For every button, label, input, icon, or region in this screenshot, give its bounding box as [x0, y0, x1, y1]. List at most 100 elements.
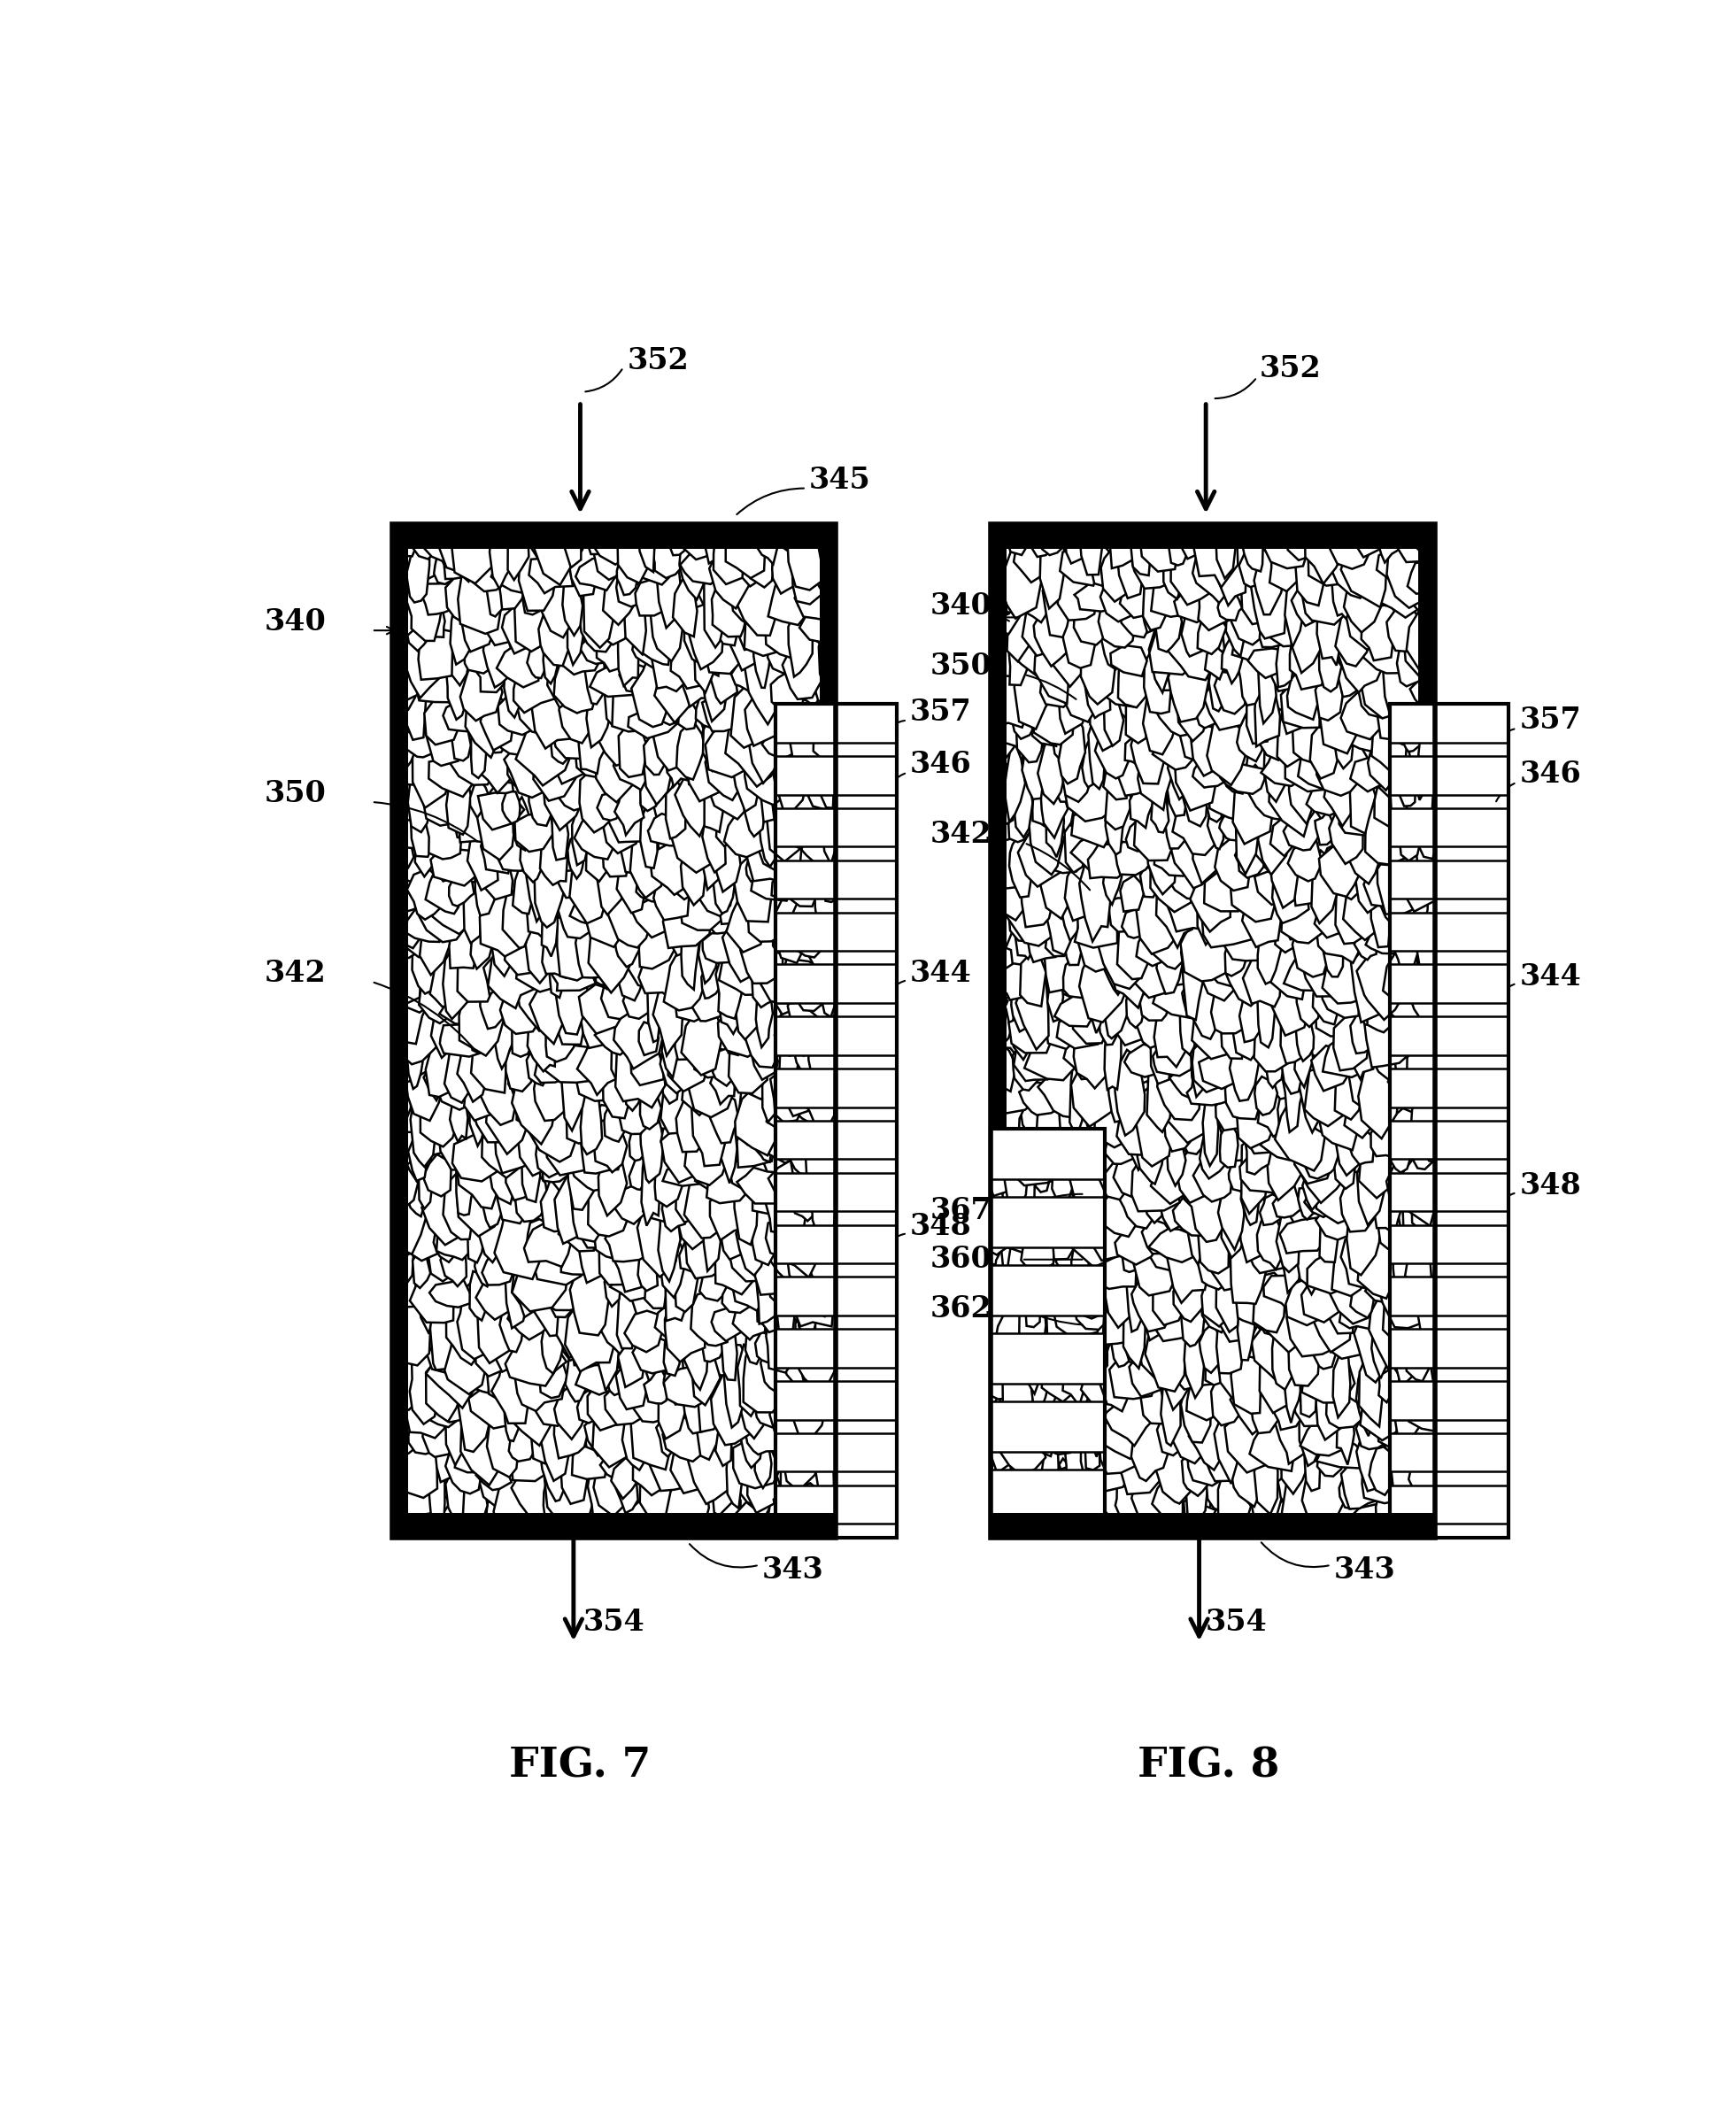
Polygon shape [1198, 1233, 1234, 1290]
Polygon shape [1389, 1067, 1432, 1108]
Polygon shape [1408, 1454, 1434, 1496]
Polygon shape [1276, 915, 1293, 953]
Polygon shape [785, 1447, 816, 1492]
Polygon shape [434, 1227, 458, 1263]
Polygon shape [771, 1067, 807, 1123]
Bar [1391, 755, 1509, 794]
Text: 342: 342 [930, 819, 991, 849]
Bar [776, 859, 896, 900]
Polygon shape [1234, 1252, 1266, 1324]
Polygon shape [1134, 800, 1180, 862]
Polygon shape [1055, 1243, 1088, 1282]
Polygon shape [531, 679, 575, 749]
Polygon shape [500, 1294, 524, 1352]
Polygon shape [675, 1095, 712, 1152]
Polygon shape [1040, 524, 1066, 609]
Polygon shape [809, 1375, 835, 1415]
Polygon shape [1207, 1466, 1229, 1511]
Polygon shape [1175, 1146, 1213, 1203]
Polygon shape [595, 1021, 642, 1055]
Polygon shape [1250, 1441, 1285, 1521]
Polygon shape [573, 1324, 613, 1364]
Polygon shape [736, 601, 773, 649]
Polygon shape [464, 637, 496, 673]
Polygon shape [587, 1369, 630, 1430]
Polygon shape [474, 1199, 503, 1263]
Polygon shape [1055, 1413, 1095, 1449]
Polygon shape [503, 891, 533, 949]
Polygon shape [1137, 927, 1168, 966]
Polygon shape [1281, 1424, 1311, 1494]
Polygon shape [1184, 1167, 1231, 1241]
Polygon shape [1154, 993, 1187, 1067]
Polygon shape [531, 1381, 575, 1426]
Polygon shape [599, 1152, 627, 1216]
Polygon shape [1300, 946, 1347, 997]
Polygon shape [1351, 524, 1391, 558]
Polygon shape [713, 524, 745, 584]
Polygon shape [1253, 1004, 1290, 1072]
Polygon shape [682, 1063, 713, 1116]
Polygon shape [1316, 662, 1342, 719]
Polygon shape [425, 1388, 462, 1428]
Polygon shape [625, 590, 654, 656]
Polygon shape [446, 1290, 486, 1364]
Polygon shape [1397, 840, 1429, 893]
Polygon shape [701, 645, 729, 721]
Polygon shape [731, 558, 762, 626]
Polygon shape [1316, 908, 1370, 963]
Polygon shape [1024, 1040, 1082, 1080]
Polygon shape [1085, 1377, 1106, 1458]
Polygon shape [1180, 1286, 1205, 1347]
Polygon shape [1174, 1350, 1224, 1390]
Polygon shape [1312, 1288, 1352, 1352]
Polygon shape [557, 870, 604, 898]
Polygon shape [406, 1176, 427, 1216]
Polygon shape [543, 1044, 594, 1082]
Polygon shape [1335, 637, 1366, 675]
Polygon shape [429, 751, 477, 796]
Polygon shape [668, 524, 686, 556]
Polygon shape [1333, 1350, 1351, 1417]
Polygon shape [589, 915, 637, 993]
Polygon shape [1104, 1023, 1121, 1091]
Polygon shape [677, 1201, 717, 1250]
Polygon shape [667, 902, 689, 944]
Polygon shape [1323, 912, 1344, 976]
Polygon shape [1222, 1207, 1246, 1258]
Polygon shape [392, 838, 413, 874]
Polygon shape [991, 624, 1026, 677]
Polygon shape [486, 1494, 514, 1536]
Polygon shape [1121, 1243, 1144, 1271]
Polygon shape [1154, 694, 1207, 736]
Polygon shape [1233, 764, 1272, 845]
Polygon shape [420, 898, 451, 974]
Polygon shape [1023, 1307, 1045, 1394]
Polygon shape [415, 1254, 434, 1335]
Polygon shape [1288, 838, 1323, 881]
Polygon shape [1283, 1053, 1302, 1133]
Polygon shape [404, 1044, 448, 1120]
Text: 350: 350 [930, 651, 991, 681]
Polygon shape [620, 834, 660, 876]
Polygon shape [601, 1292, 630, 1354]
Polygon shape [1191, 524, 1241, 588]
Polygon shape [637, 1212, 681, 1277]
Polygon shape [1038, 1065, 1088, 1118]
Polygon shape [1180, 925, 1196, 972]
Polygon shape [1226, 1074, 1266, 1118]
Polygon shape [1410, 1084, 1434, 1161]
Polygon shape [773, 910, 799, 957]
Polygon shape [1212, 1375, 1243, 1426]
Polygon shape [1009, 1218, 1057, 1290]
Polygon shape [707, 1086, 740, 1144]
Polygon shape [1389, 1108, 1432, 1144]
Polygon shape [627, 1498, 682, 1536]
Polygon shape [1052, 1292, 1102, 1339]
Polygon shape [580, 590, 623, 651]
Polygon shape [1278, 1473, 1295, 1507]
Polygon shape [1267, 656, 1314, 692]
Polygon shape [396, 1441, 437, 1498]
Polygon shape [1047, 993, 1083, 1048]
Polygon shape [606, 1367, 625, 1394]
